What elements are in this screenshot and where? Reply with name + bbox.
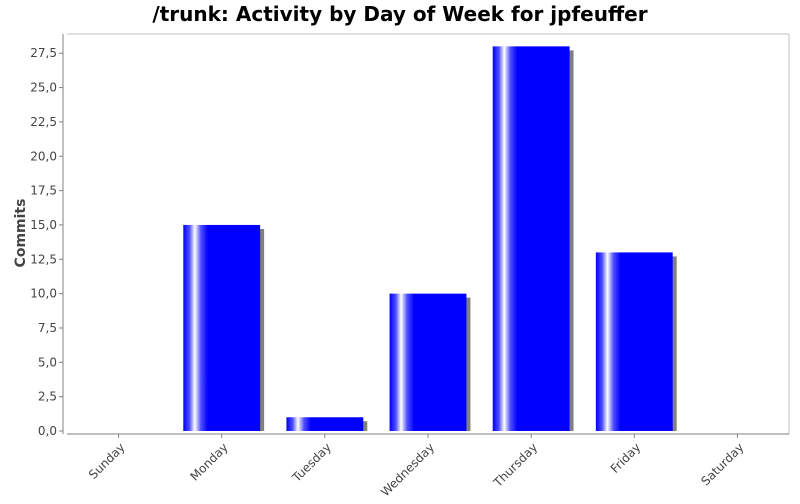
x-tick-label: Sunday — [86, 440, 128, 482]
chart-title: /trunk: Activity by Day of Week for jpfe… — [152, 2, 648, 26]
y-tick-label: 7,5 — [38, 321, 57, 335]
x-axis: Sunday Monday Tuesday Wednesday Thursday Frid… — [86, 434, 747, 499]
x-tick-label: Thursday — [490, 440, 540, 490]
y-tick-label: 15,0 — [30, 218, 57, 232]
y-tick-label: 27,5 — [30, 46, 57, 60]
y-tick-label: 22,5 — [30, 115, 57, 129]
y-tick-label: 0,0 — [38, 424, 57, 438]
x-tick-label: Monday — [187, 440, 230, 483]
x-tick-label: Saturday — [698, 440, 746, 488]
y-tick-label: 5,0 — [38, 355, 57, 369]
y-tick-label: 17,5 — [30, 184, 57, 198]
bar-friday — [595, 252, 673, 431]
bars — [183, 46, 673, 432]
bar-wednesday — [389, 293, 467, 431]
y-axis-label: Commits — [13, 199, 29, 268]
y-tick-label: 12,5 — [30, 252, 57, 266]
x-tick-label: Friday — [608, 440, 644, 476]
y-tick-label: 20,0 — [30, 149, 57, 163]
bar-thursday — [492, 46, 570, 432]
bar-monday — [183, 224, 261, 431]
bar-tuesday — [286, 417, 364, 431]
x-tick-label: Tuesday — [289, 440, 334, 485]
y-axis: 0,0 2,5 5,0 7,5 10,0 12,5 15,0 17,5 20,0 22,5 25,0… — [30, 46, 63, 438]
y-tick-label: 10,0 — [30, 287, 57, 301]
x-tick-label: Wednesday — [378, 440, 437, 499]
y-tick-label: 25,0 — [30, 81, 57, 95]
y-tick-label: 2,5 — [38, 390, 57, 404]
